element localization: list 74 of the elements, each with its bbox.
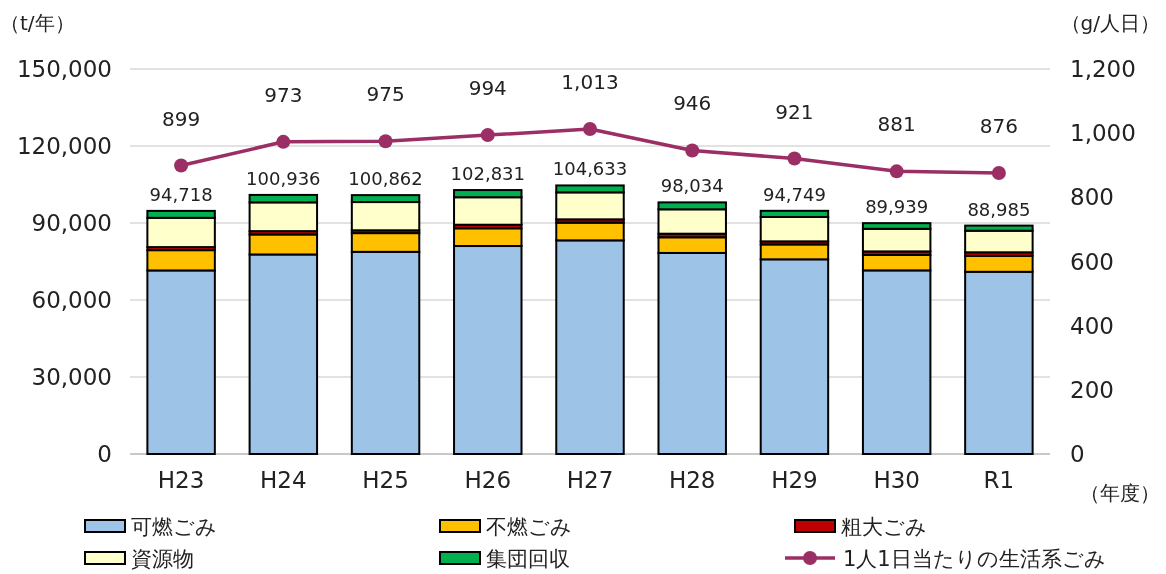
bar bbox=[657, 251, 727, 455]
bar bbox=[350, 250, 421, 455]
x-tick-label: R1 bbox=[983, 467, 1015, 493]
y-tick-label: 150,000 bbox=[16, 56, 112, 82]
y2-tick-label: 600 bbox=[1070, 248, 1114, 275]
x-tick-label: H23 bbox=[157, 467, 205, 493]
point bbox=[685, 143, 700, 158]
bar bbox=[555, 239, 625, 455]
y-axis-title: （t/年） bbox=[0, 11, 75, 35]
point bbox=[174, 158, 189, 173]
y2-tick-label: 400 bbox=[1070, 312, 1114, 339]
bar bbox=[248, 233, 319, 256]
point bbox=[787, 151, 802, 166]
x-axis-title: （年度） bbox=[1080, 481, 1160, 505]
data-label: 876 bbox=[979, 113, 1018, 138]
data-label: 994 bbox=[468, 76, 507, 101]
bar bbox=[657, 236, 727, 254]
bar bbox=[964, 229, 1034, 254]
bar bbox=[964, 254, 1034, 273]
total-label: 94,718 bbox=[149, 183, 213, 205]
data-label: 973 bbox=[264, 82, 303, 107]
point bbox=[889, 164, 904, 179]
x-tick-label: H29 bbox=[771, 467, 818, 493]
data-label: 946 bbox=[673, 91, 712, 116]
legend-label: 粗大ごみ bbox=[841, 515, 927, 539]
legend-label: 可燃ごみ bbox=[131, 515, 217, 539]
point bbox=[991, 165, 1006, 180]
x-tick-label: H24 bbox=[260, 467, 307, 493]
x-tick-label: H28 bbox=[668, 467, 716, 493]
y2-tick-label: 200 bbox=[1070, 376, 1114, 403]
bar bbox=[453, 227, 523, 248]
legend-label: 集団回収 bbox=[486, 547, 570, 571]
total-label: 89,939 bbox=[865, 196, 929, 218]
point bbox=[276, 134, 291, 149]
bar bbox=[146, 249, 216, 272]
y-tick-label: 30,000 bbox=[31, 364, 112, 390]
y2-tick-label: 1,000 bbox=[1070, 120, 1136, 147]
total-label: 100,862 bbox=[348, 168, 423, 190]
x-tick-label: H27 bbox=[566, 467, 614, 493]
total-label: 104,633 bbox=[552, 158, 628, 180]
data-label: 921 bbox=[775, 99, 814, 124]
x-tick-label: H25 bbox=[362, 467, 409, 493]
point bbox=[378, 134, 393, 149]
data-label: 1,013 bbox=[561, 70, 619, 94]
bar bbox=[861, 269, 932, 455]
y-tick-label: 0 bbox=[97, 441, 112, 467]
bar bbox=[964, 270, 1034, 455]
data-label: 881 bbox=[877, 112, 916, 137]
y-tick-label: 90,000 bbox=[31, 210, 112, 236]
total-label: 88,985 bbox=[967, 198, 1031, 220]
bar bbox=[759, 258, 830, 455]
y2-axis-title: （g/人日） bbox=[1060, 11, 1160, 35]
bar bbox=[146, 269, 216, 455]
data-label: 975 bbox=[366, 82, 405, 107]
total-label: 98,034 bbox=[660, 175, 724, 197]
y-tick-label: 60,000 bbox=[31, 287, 112, 313]
y2-tick-label: 1,200 bbox=[1070, 56, 1136, 82]
total-label: 100,936 bbox=[246, 167, 321, 189]
y2-tick-label: 0 bbox=[1070, 441, 1085, 467]
legend-label: 不燃ごみ bbox=[486, 515, 572, 539]
total-label: 102,831 bbox=[450, 163, 525, 185]
x-tick-label: H26 bbox=[464, 467, 512, 493]
data-label: 899 bbox=[162, 106, 201, 131]
x-tick-label: H30 bbox=[873, 467, 920, 493]
bar bbox=[350, 232, 421, 253]
legend-label: 1人1日当たりの生活系ごみ bbox=[843, 547, 1106, 571]
bar bbox=[248, 253, 319, 455]
legend-label: 資源物 bbox=[131, 547, 194, 571]
y-tick-label: 120,000 bbox=[16, 133, 112, 159]
point bbox=[583, 122, 597, 136]
y2-tick-label: 800 bbox=[1070, 184, 1114, 211]
total-label: 94,749 bbox=[762, 183, 826, 205]
point bbox=[480, 128, 495, 143]
bar bbox=[453, 245, 523, 455]
